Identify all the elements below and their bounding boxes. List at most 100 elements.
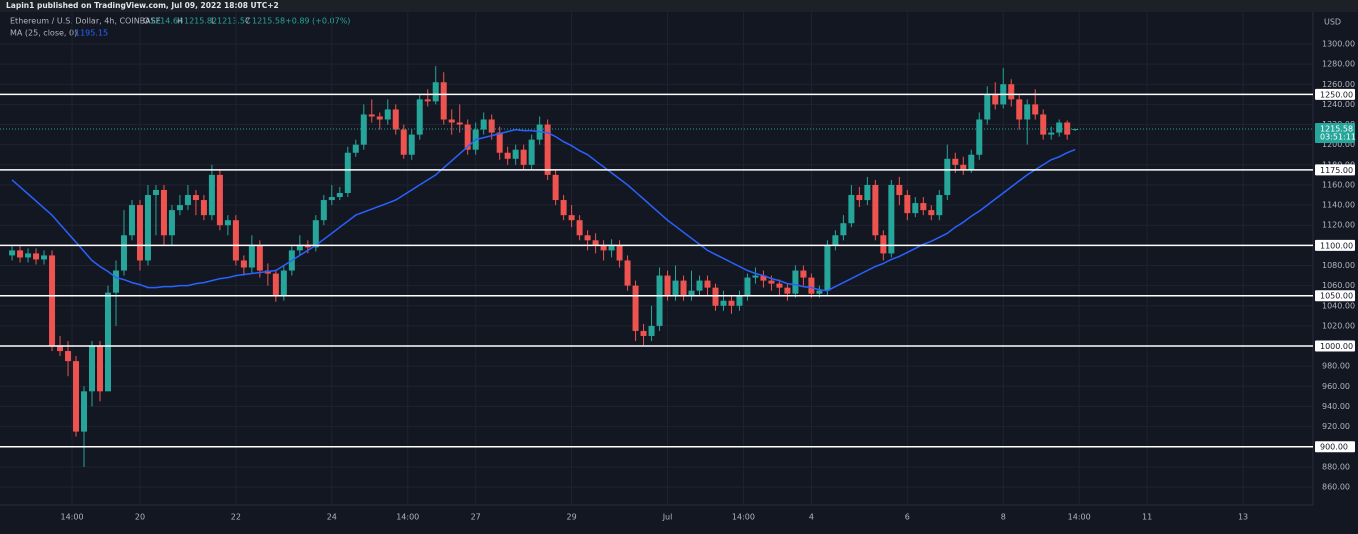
last-price-label: 1215.58 (1320, 124, 1353, 133)
candle-body (744, 277, 751, 296)
candle-body (1048, 132, 1055, 135)
x-tick-label: 4 (809, 513, 814, 522)
candle-body (656, 275, 663, 326)
candle-body (864, 184, 871, 201)
candle-body (400, 129, 407, 155)
published-note: Lapin1 published on TradingView.com, Jul… (6, 1, 279, 10)
candle-body (152, 189, 159, 196)
candle-body (936, 195, 943, 216)
y-tick-label: 1040.00 (1322, 301, 1355, 310)
candle-body (112, 270, 119, 293)
x-tick-label: 14:00 (732, 513, 755, 522)
candle-body (384, 109, 391, 120)
candle-body (752, 275, 759, 278)
candle-body (312, 220, 319, 248)
candle-body (184, 195, 191, 206)
indicator-name: MA (25, close, 0) (10, 29, 77, 38)
candle-body (1056, 122, 1063, 133)
x-tick-label: 14:00 (60, 513, 83, 522)
candle-body (144, 195, 151, 261)
candle-body (824, 245, 831, 291)
candle-body (1072, 128, 1079, 130)
x-tick-label: 6 (905, 513, 910, 522)
candle-body (688, 290, 695, 296)
y-tick-label: 1080.00 (1322, 261, 1355, 270)
candle-body (424, 99, 431, 102)
level-tag (1315, 164, 1355, 176)
candle-body (880, 235, 887, 254)
level-label: 900.00 (1320, 443, 1348, 452)
candle-body (224, 220, 231, 226)
y-tick-label: 860.00 (1322, 482, 1350, 491)
moving-average (11, 128, 1076, 292)
candle-body (360, 114, 367, 145)
ohlc-value: 1214.64 (150, 17, 183, 26)
candle-body (896, 184, 903, 196)
candle-body (9, 250, 16, 256)
currency: USD (1324, 18, 1341, 27)
ohlc-key: O (143, 17, 149, 26)
y-tick-label: 980.00 (1322, 362, 1350, 371)
ohlc-key: L (211, 17, 216, 26)
y-tick-label: 1260.00 (1322, 80, 1355, 89)
candle-body (856, 195, 863, 201)
level-tag (1315, 290, 1355, 302)
candle-body (480, 119, 487, 130)
x-tick-label: 14:00 (1068, 513, 1091, 522)
candle-body (464, 124, 471, 150)
y-tick-label: 1240.00 (1322, 100, 1355, 109)
x-tick-label: 13 (1238, 513, 1248, 522)
candle-body (120, 235, 127, 271)
x-tick-label: 14:00 (396, 513, 419, 522)
candle-body (832, 235, 839, 246)
candle-body (600, 245, 607, 251)
level-tag (1315, 239, 1355, 251)
candle-body (128, 205, 135, 236)
candle-body (768, 280, 775, 284)
candle-body (344, 152, 351, 193)
y-tick-label: 1160.00 (1322, 180, 1355, 189)
candle-body (440, 82, 447, 120)
candle-body (81, 391, 88, 432)
candle-body (256, 245, 263, 271)
candle-body (632, 285, 639, 331)
x-tick-label: 8 (1001, 513, 1006, 522)
y-tick-label: 1200.00 (1322, 140, 1355, 149)
change: +0.89 (+0.07%) (285, 17, 350, 26)
candle-body (800, 270, 807, 278)
y-tick-label: 1060.00 (1322, 281, 1355, 290)
candle-body (104, 292, 111, 392)
candle-body (920, 203, 927, 211)
candle-body (704, 280, 711, 288)
countdown: 03:51:11 (1320, 132, 1356, 141)
candle-body (680, 280, 687, 296)
candle-body (89, 346, 96, 392)
y-tick-label: 1300.00 (1322, 39, 1355, 48)
candle-body (208, 174, 215, 216)
candle-body (944, 158, 951, 196)
candle-body (728, 300, 735, 306)
candle-body (41, 255, 48, 260)
candle-body (200, 200, 207, 216)
candle-body (392, 109, 399, 130)
candle-body (520, 149, 527, 165)
level-label: 1250.00 (1320, 90, 1353, 99)
candle-body (672, 280, 679, 296)
candle-body (320, 200, 327, 221)
candle-body (232, 220, 239, 261)
candle-body (1016, 99, 1023, 120)
level-label: 1175.00 (1320, 166, 1353, 175)
candle-body (176, 205, 183, 211)
candle-body (1032, 104, 1039, 115)
candle-body (376, 116, 383, 120)
candle-body (664, 275, 671, 296)
y-tick-label: 880.00 (1322, 462, 1350, 471)
candle-body (552, 174, 559, 201)
candle-body (584, 235, 591, 241)
candle-body (25, 253, 32, 258)
y-tick-label: 1120.00 (1322, 221, 1355, 230)
candle-body (1024, 104, 1031, 120)
candle-body (736, 295, 743, 306)
